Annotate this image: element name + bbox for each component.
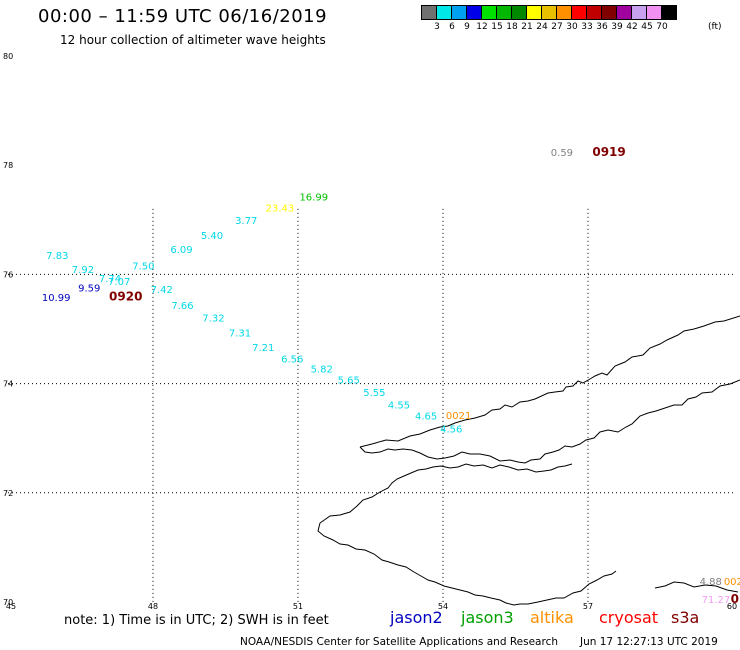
legend-bin-label: 30 [566, 22, 578, 32]
legend-unit: (ft) [708, 22, 722, 32]
credit-line: NOAA/NESDIS Center for Satellite Applica… [240, 636, 558, 648]
wave-height-value: 6.09 [170, 245, 192, 256]
wave-height-value: 7.92 [72, 265, 94, 276]
legend-bin-label: 45 [641, 22, 653, 32]
wave-height-value: 6.56 [281, 354, 303, 365]
legend-bin-label: 33 [581, 22, 593, 32]
wave-height-value: 7.66 [171, 301, 193, 312]
wave-height-value: 5.82 [311, 365, 333, 376]
wave-height-value: 3.77 [235, 216, 257, 227]
footnote: note: 1) Time is in UTC; 2) SWH is in fe… [64, 613, 329, 628]
legend-bin-label: 3 [434, 22, 440, 32]
satellite-legend-jason2: jason2 [390, 608, 443, 627]
graticule [8, 208, 733, 602]
legend-bin-label: 36 [596, 22, 608, 32]
latitude-label: 74 [3, 380, 13, 389]
legend-bin-label: 12 [476, 22, 488, 32]
generation-timestamp: Jun 17 12:27:13 UTC 2019 [580, 636, 718, 648]
wave-height-value: 0022 [724, 577, 740, 588]
coastline-northern-island [359, 315, 740, 464]
wave-height-value: 9.59 [78, 283, 100, 294]
legend-labels: (ft) 3 6 9 12 15 18 21 24 27 30 33 36 39 42 45 70 [421, 20, 731, 34]
legend-swatches [421, 5, 731, 20]
latitude-label: 76 [3, 270, 13, 279]
pass-time-label: 0919 [592, 145, 625, 159]
latitude-label: 70 [3, 598, 13, 607]
longitude-label: 51 [293, 602, 303, 611]
wave-height-value: 16.99 [299, 193, 328, 204]
pass-time-label: 0 [731, 592, 739, 606]
wave-height-value: 7.74 [99, 274, 121, 285]
coastline-southern-island [317, 463, 617, 606]
legend-bin-label: 42 [626, 22, 638, 32]
wave-height-value: 5.40 [201, 231, 223, 242]
latitude-label: 72 [3, 489, 13, 498]
wave-height-value: 4.55 [388, 401, 410, 412]
coastline-continental-edge [654, 581, 739, 593]
wave-height-value: 0.59 [551, 148, 573, 159]
wave-height-value: 10.99 [42, 293, 71, 304]
wave-height-value: 7.83 [46, 251, 68, 262]
map-subtitle: 12 hour collection of altimeter wave hei… [60, 33, 326, 47]
longitude-label: 57 [583, 602, 593, 611]
wave-height-value: 71.27 [702, 595, 731, 606]
wave-height-value: 5.65 [338, 376, 360, 387]
longitude-label: 54 [438, 602, 448, 611]
legend-swatch [661, 5, 677, 20]
legend-bin-label: 6 [449, 22, 455, 32]
wave-height-value: 7.42 [151, 285, 173, 296]
wave-height-value: 5.55 [363, 388, 385, 399]
altimeter-observations: 7.83 7.92 7.747.077.50 6.09 5.40 3.77 23.43 16.… [42, 145, 740, 606]
pass-time-label: 0920 [109, 290, 142, 304]
legend-bin-label: 9 [464, 22, 470, 32]
longitude-label: 48 [148, 602, 158, 611]
map-title: 00:00 – 11:59 UTC 06/16/2019 [38, 6, 328, 27]
legend-bin-label: 21 [521, 22, 533, 32]
satellite-legend-jason3: jason3 [461, 608, 514, 627]
wave-height-value: 7.07 [108, 277, 130, 288]
latitude-label: 78 [3, 161, 13, 170]
legend-bin-label: 39 [611, 22, 623, 32]
longitude-label: 45 [6, 602, 16, 611]
legend-bin-label: 15 [491, 22, 503, 32]
wave-height-value: 7.31 [229, 329, 251, 340]
wave-height-value: 0021 [446, 411, 471, 422]
wave-height-value: 7.21 [252, 343, 274, 354]
wave-height-value: 7.32 [202, 313, 224, 324]
wave-height-value: 4.65 [415, 412, 437, 423]
latitude-label: 80 [3, 52, 13, 61]
color-legend: (ft) 3 6 9 12 15 18 21 24 27 30 33 36 39 42 45 70 [421, 5, 731, 34]
legend-bin-label: 70 [656, 22, 668, 32]
coastline-novaya-zemlya [317, 315, 740, 606]
wave-height-value: 4.88 [700, 577, 722, 588]
longitude-label: 60 [727, 602, 737, 611]
legend-bin-label: 18 [506, 22, 518, 32]
legend-bin-label: 24 [536, 22, 548, 32]
wave-height-value: 23.43 [266, 204, 295, 215]
wave-height-value: 7.50 [132, 261, 154, 272]
satellite-legend-s3a: s3a [671, 608, 700, 627]
legend-bin-label: 27 [551, 22, 563, 32]
wave-height-value: 4.56 [440, 425, 462, 436]
satellite-legend-altika: altika [530, 608, 574, 627]
satellite-legend-cryosat: cryosat [599, 608, 659, 627]
